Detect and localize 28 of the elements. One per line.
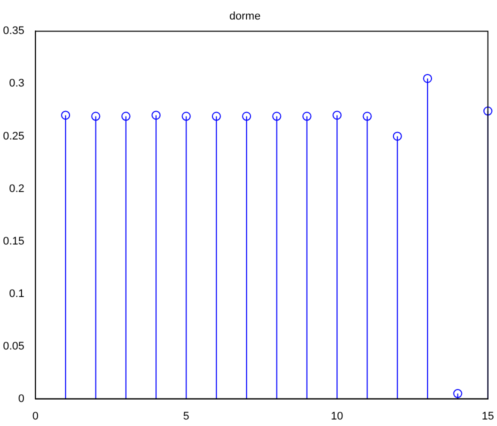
point: [212, 112, 221, 121]
point: [423, 74, 432, 83]
point: [182, 112, 191, 121]
y-tick-label: 0.2: [9, 182, 24, 195]
y-tick-label: 0.35: [2, 25, 24, 38]
y-tick-label: 0: [18, 392, 24, 405]
point: [453, 389, 462, 398]
point: [272, 112, 282, 121]
point: [362, 112, 372, 121]
point: [483, 106, 492, 116]
point: [332, 110, 342, 120]
point: [61, 110, 70, 120]
point: [91, 112, 100, 121]
point: [392, 132, 402, 141]
point: [302, 112, 312, 121]
point: [152, 110, 161, 120]
x-tick-label: 15: [482, 410, 494, 422]
y-tick-label: 0.1: [9, 288, 24, 300]
y-tick-label: 0.25: [2, 130, 24, 142]
x-tick-label: 0: [32, 410, 38, 422]
y-tick-label: 0.05: [2, 340, 24, 352]
chart-title: dorme: [229, 10, 261, 23]
y-tick-label: 0.3: [9, 78, 24, 90]
x-tick-label: 10: [330, 410, 344, 422]
point: [242, 112, 252, 121]
y-tick-label: 0.15: [2, 235, 24, 248]
x-tick-label: 5: [183, 410, 190, 422]
point: [121, 112, 130, 121]
